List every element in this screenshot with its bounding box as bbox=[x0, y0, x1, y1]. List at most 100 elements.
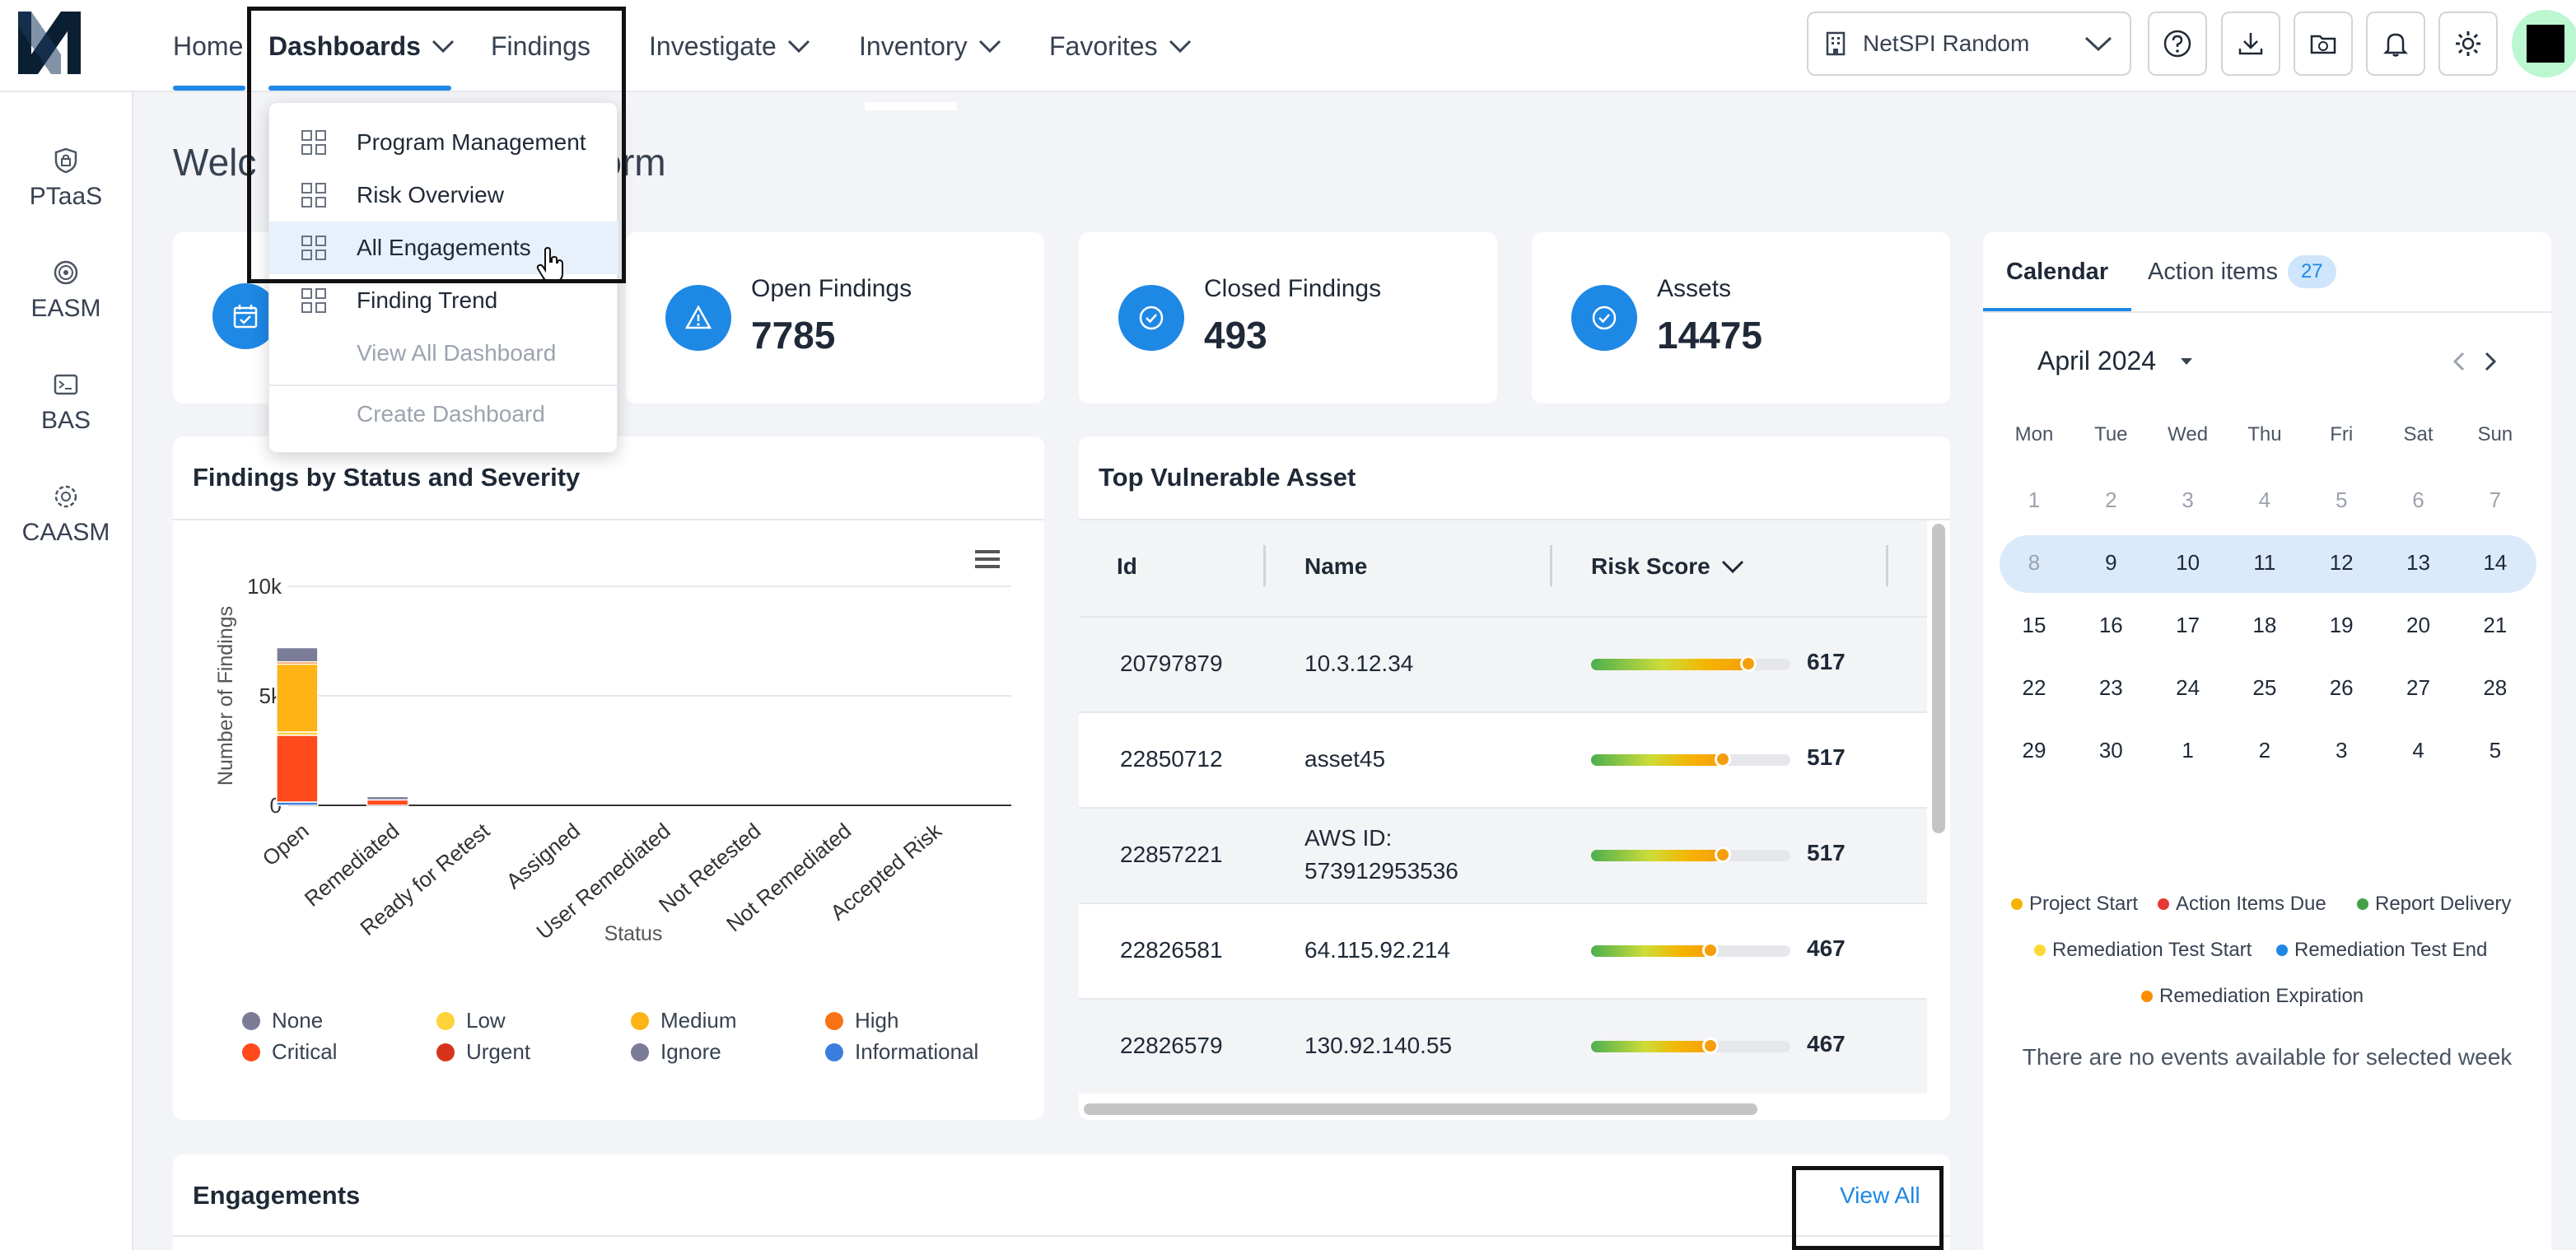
calendar-day[interactable]: 1 bbox=[2028, 487, 2041, 512]
sidebar-item-ptaas[interactable]: PTaaS bbox=[0, 133, 132, 224]
legend-item[interactable]: Ignore bbox=[631, 1039, 721, 1065]
risk-score-bar bbox=[1591, 751, 1790, 767]
menu-item-program-management[interactable]: Program Management bbox=[269, 116, 618, 169]
calendar-day[interactable]: 12 bbox=[2329, 550, 2354, 575]
calendar-day[interactable]: 2 bbox=[2258, 738, 2271, 763]
nav-investigate[interactable]: Investigate bbox=[649, 0, 811, 92]
calendar-day[interactable]: 3 bbox=[2335, 738, 2348, 763]
column-header-risk-score[interactable]: Risk Score bbox=[1591, 553, 1745, 580]
nav-investigate-label: Investigate bbox=[649, 30, 777, 61]
calendar-day[interactable]: 20 bbox=[2406, 613, 2430, 637]
calendar-day[interactable]: 26 bbox=[2329, 675, 2354, 700]
closed-findings-card[interactable]: Closed Findings 493 bbox=[1079, 232, 1497, 403]
menu-item-create-dashboard[interactable]: Create Dashboard bbox=[357, 401, 545, 427]
column-separator[interactable] bbox=[1886, 545, 1888, 586]
nav-dashboards-label: Dashboards bbox=[268, 30, 421, 61]
nav-inventory[interactable]: Inventory bbox=[859, 0, 1002, 92]
left-sidebar: PTaaS EASM BAS CAASM bbox=[0, 92, 133, 1250]
netspi-logo[interactable] bbox=[15, 8, 84, 77]
column-header-name[interactable]: Name bbox=[1304, 553, 1368, 579]
calendar-day[interactable]: 13 bbox=[2406, 550, 2430, 575]
calendar-day[interactable]: 14 bbox=[2483, 550, 2508, 575]
calendar-day[interactable]: 25 bbox=[2252, 675, 2277, 700]
calendar-day[interactable]: 16 bbox=[2098, 613, 2123, 637]
vertical-scrollbar[interactable] bbox=[1932, 524, 1945, 833]
calendar-day[interactable]: 24 bbox=[2176, 675, 2200, 700]
table-row[interactable]: 22857221 AWS ID: 573912953536 517 bbox=[1079, 807, 1927, 903]
calendar-day[interactable]: 19 bbox=[2329, 613, 2354, 637]
menu-item-risk-overview[interactable]: Risk Overview bbox=[269, 169, 618, 222]
month-selector[interactable]: April 2024 bbox=[2037, 346, 2194, 376]
nav-home[interactable]: Home bbox=[173, 0, 243, 92]
calendar-day[interactable]: 17 bbox=[2176, 613, 2200, 637]
closed-findings-value: 493 bbox=[1204, 314, 1267, 357]
tab-action-items[interactable]: Action items 27 bbox=[2148, 255, 2336, 288]
calendar-day[interactable]: 21 bbox=[2483, 613, 2508, 637]
calendar-day[interactable]: 15 bbox=[2022, 613, 2046, 637]
calendar-day[interactable]: 10 bbox=[2176, 550, 2200, 575]
calendar-day[interactable]: 29 bbox=[2022, 738, 2046, 763]
calendar-day[interactable]: 1 bbox=[2182, 738, 2194, 763]
calendar-day[interactable]: 11 bbox=[2253, 550, 2276, 575]
view-all-engagements-link[interactable]: View All bbox=[1840, 1182, 1920, 1208]
legend-item[interactable]: None bbox=[242, 1008, 323, 1033]
assets-card[interactable]: Assets 14475 bbox=[1532, 232, 1950, 403]
assets-value: 14475 bbox=[1657, 314, 1762, 357]
calendar-day[interactable]: 6 bbox=[2412, 487, 2424, 512]
sidebar-item-caasm[interactable]: CAASM bbox=[0, 469, 132, 560]
calendar-day[interactable]: 8 bbox=[2028, 550, 2041, 575]
calendar-day[interactable]: 7 bbox=[2489, 487, 2502, 512]
column-separator[interactable] bbox=[1550, 545, 1552, 586]
legend-item[interactable]: Medium bbox=[631, 1008, 736, 1033]
notifications-button[interactable] bbox=[2366, 12, 2425, 76]
column-header-id[interactable]: Id bbox=[1117, 553, 1137, 579]
column-separator[interactable] bbox=[1263, 545, 1266, 586]
calendar-day[interactable]: 2 bbox=[2105, 487, 2117, 512]
legend-item[interactable]: Low bbox=[436, 1008, 506, 1033]
asset-name: asset45 bbox=[1304, 746, 1386, 772]
table-row[interactable]: 20797879 10.3.12.34 617 bbox=[1079, 616, 1927, 711]
calendar-day[interactable]: 23 bbox=[2098, 675, 2123, 700]
table-row[interactable]: 22826581 64.115.92.214 467 bbox=[1079, 903, 1927, 998]
calendar-day[interactable]: 5 bbox=[2489, 738, 2502, 763]
nav-favorites[interactable]: Favorites bbox=[1049, 0, 1192, 92]
calendar-day[interactable]: 3 bbox=[2182, 487, 2194, 512]
chart-menu-button[interactable] bbox=[973, 548, 1001, 570]
legend-item[interactable]: Urgent bbox=[436, 1039, 530, 1065]
tab-calendar[interactable]: Calendar bbox=[2006, 259, 2109, 285]
nav-findings[interactable]: Findings bbox=[491, 0, 590, 92]
avatar[interactable] bbox=[2512, 10, 2576, 77]
legend-item[interactable]: Critical bbox=[242, 1039, 337, 1065]
nav-dashboards[interactable]: Dashboards bbox=[268, 0, 455, 92]
calendar-day[interactable]: 4 bbox=[2412, 738, 2424, 763]
menu-item-view-all-dashboard[interactable]: View All Dashboard bbox=[357, 340, 557, 366]
sidebar-item-easm[interactable]: EASM bbox=[0, 245, 132, 336]
horizontal-scrollbar[interactable] bbox=[1084, 1103, 1757, 1115]
tenant-selector[interactable]: NetSPI Random bbox=[1807, 12, 2131, 76]
sidebar-item-bas[interactable]: BAS bbox=[0, 357, 132, 448]
next-month-icon[interactable] bbox=[2482, 351, 2499, 372]
files-button[interactable] bbox=[2294, 12, 2353, 76]
y-axis-label: Number of Findings bbox=[214, 606, 237, 786]
calendar-day[interactable]: 9 bbox=[2105, 550, 2117, 575]
risk-score-bar bbox=[1591, 942, 1790, 958]
calendar-day[interactable]: 18 bbox=[2252, 613, 2277, 637]
settings-button[interactable] bbox=[2438, 12, 2498, 76]
risk-score-marker bbox=[1701, 1038, 1719, 1054]
table-row[interactable]: 22826579 130.92.140.55 467 bbox=[1079, 998, 1927, 1094]
help-button[interactable] bbox=[2148, 12, 2207, 76]
legend-item[interactable]: Informational bbox=[825, 1039, 978, 1065]
prev-month-icon[interactable] bbox=[2451, 351, 2467, 372]
legend-label: Urgent bbox=[466, 1039, 531, 1064]
calendar-day[interactable]: 5 bbox=[2335, 487, 2348, 512]
calendar-day[interactable]: 28 bbox=[2483, 675, 2508, 700]
calendar-day[interactable]: 27 bbox=[2406, 675, 2430, 700]
calendar-day[interactable]: 4 bbox=[2258, 487, 2271, 512]
download-button[interactable] bbox=[2221, 12, 2280, 76]
table-row[interactable]: 22850712 asset45 517 bbox=[1079, 711, 1927, 807]
calendar-day[interactable]: 30 bbox=[2098, 738, 2123, 763]
menu-item-finding-trend[interactable]: Finding Trend bbox=[269, 274, 618, 327]
open-findings-card[interactable]: Open Findings 7785 bbox=[626, 232, 1044, 403]
calendar-day[interactable]: 22 bbox=[2022, 675, 2046, 700]
legend-item[interactable]: High bbox=[825, 1008, 898, 1033]
